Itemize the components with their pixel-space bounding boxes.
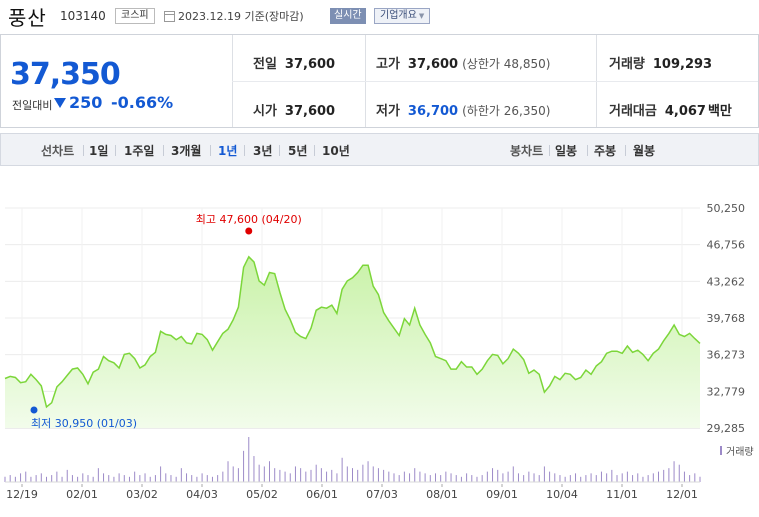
open-price: 시가 37,600 [253,104,336,119]
divider [314,145,315,156]
y-tick-label: 36,273 [707,349,746,362]
line-chart-label: 선차트 [41,144,75,158]
quote-panel: 37,350 전일대비 250 -0.66% 전일 37,600 고가 37,600… [0,34,759,128]
down-arrow-icon [54,98,66,108]
divider [163,145,164,156]
x-tick-label: 12/19 [6,488,38,501]
company-info-button[interactable]: 기업개요 ▼ [374,8,431,24]
tab-1w[interactable]: 1주일 [124,144,155,158]
tab-weekly[interactable]: 주봉 [594,144,617,158]
chevron-down-icon: ▼ [418,12,425,20]
price-line [4,255,701,409]
divider [210,145,211,156]
price-change: 250 [69,93,103,112]
max-label: 최고 47,600 (04/20) [196,213,302,226]
trade-amount: 거래대금 4,067 백만 [609,104,732,119]
price-area [5,256,700,428]
prev-compare-label: 전일대비 [12,99,53,112]
divider [244,145,245,156]
tab-1y[interactable]: 1년 [218,144,238,158]
x-tick-label: 02/01 [66,488,98,501]
y-tick-label: 39,768 [707,312,746,325]
min-point-marker [30,406,38,414]
x-tick-label: 09/01 [486,488,518,501]
prev-close: 전일 37,600 [253,57,336,72]
max-point-marker [245,227,253,235]
price-chart: 50,250 46,756 43,262 39,768 36,273 32,779 29,2… [0,197,759,517]
x-tick-label: 07/03 [366,488,398,501]
realtime-button[interactable]: 실시간 [330,8,366,24]
tab-1d[interactable]: 1일 [89,144,109,158]
period-tabs: 선차트 1일 1주일 3개월 1년 3년 5년 10년 봉차트 일봉 주봉 월봉 [0,133,759,166]
x-tick-label: 03/02 [126,488,158,501]
quote-date: 2023.12.19 기준(장마감) [178,10,304,23]
divider [549,145,550,156]
stock-name: 풍산 [8,6,47,30]
tab-3m[interactable]: 3개월 [171,144,202,158]
divider [279,145,280,156]
volume-legend-label: 거래량 [726,446,754,458]
volume-legend-marker [720,446,722,455]
divider [83,145,84,156]
divider [625,145,626,156]
tab-3y[interactable]: 3년 [253,144,273,158]
x-tick-label: 11/01 [606,488,638,501]
x-tick-label: 12/01 [666,488,698,501]
low-price: 저가 36,700 (하한가 26,350) [376,104,551,119]
min-label: 최저 30,950 (01/03) [31,417,137,430]
x-tick-label: 05/02 [246,488,278,501]
y-tick-label: 29,285 [707,422,746,435]
y-tick-label: 50,250 [707,202,746,215]
volume: 거래량 109,293 [609,57,713,72]
divider [232,81,758,82]
divider [587,145,588,156]
high-price: 고가 37,600 (상한가 48,850) [376,57,551,72]
stock-header: 풍산 103140 코스피 2023.12.19 기준(장마감) 실시간 기업개… [0,0,759,34]
tab-daily[interactable]: 일봉 [555,144,578,158]
stock-code: 103140 [60,9,106,23]
calendar-icon [164,11,175,22]
market-badge: 코스피 [115,8,155,24]
x-tick-label: 04/03 [186,488,218,501]
candle-chart-label: 봉차트 [510,144,544,158]
x-tick-label: 10/04 [546,488,578,501]
y-tick-label: 43,262 [707,275,746,288]
y-tick-label: 32,779 [707,385,746,398]
y-tick-label: 46,756 [707,239,746,252]
tab-10y[interactable]: 10년 [322,144,350,158]
x-tick-label: 06/01 [306,488,338,501]
tab-monthly[interactable]: 월봉 [633,144,656,158]
current-price: 37,350 [10,57,121,92]
x-tick-label: 08/01 [426,488,458,501]
divider [115,145,116,156]
price-change-pct: -0.66% [111,93,174,112]
price-chart-svg: 50,250 46,756 43,262 39,768 36,273 32,779 29,2… [4,202,754,501]
tab-5y[interactable]: 5년 [288,144,308,158]
